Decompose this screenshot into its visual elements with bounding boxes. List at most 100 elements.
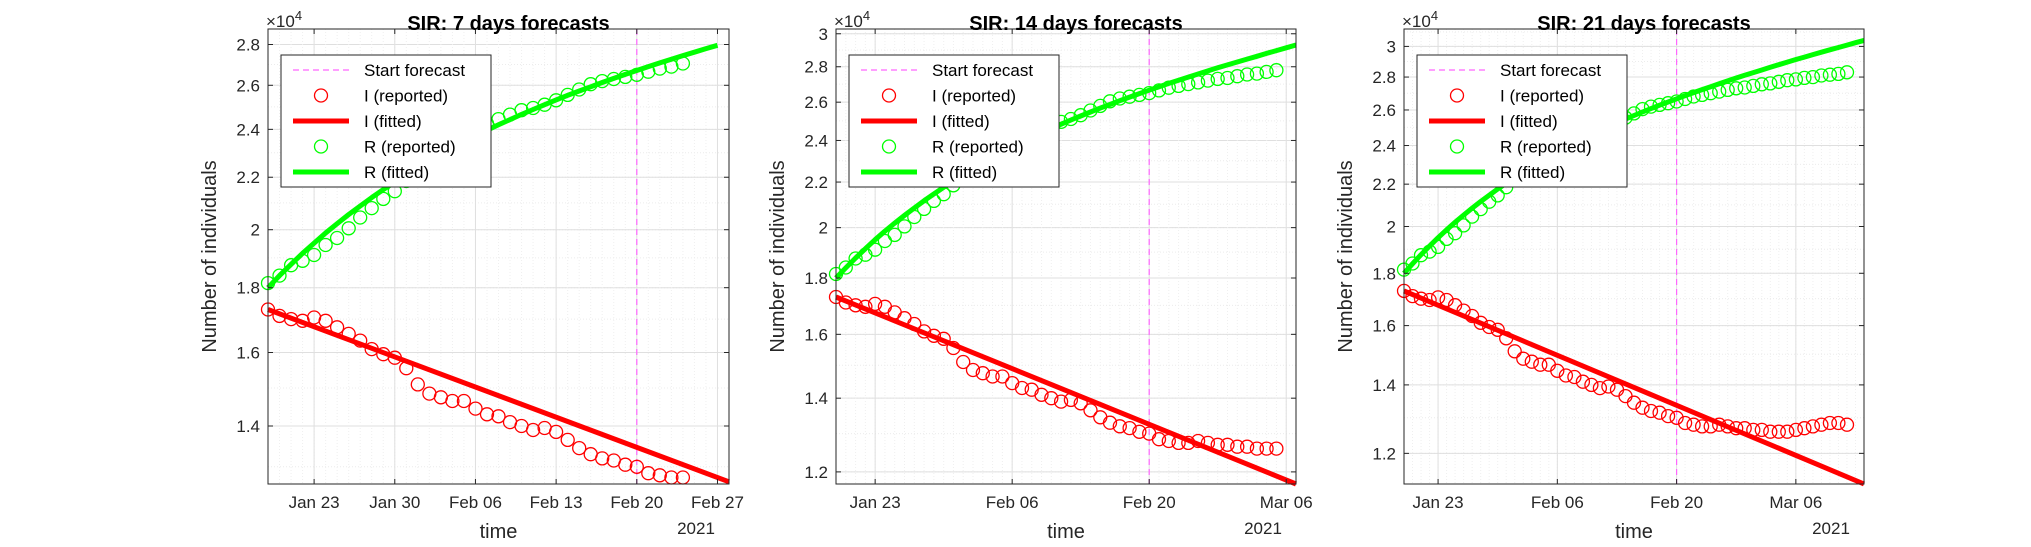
i-reported-point bbox=[965, 362, 981, 378]
legend-label: I (reported) bbox=[364, 87, 448, 106]
i-reported-point bbox=[1034, 387, 1049, 402]
y-tick-label: 1.6 bbox=[1372, 317, 1396, 336]
i-reported-point bbox=[1660, 408, 1676, 424]
legend: Start forecast I (reported) I (fitted) R (r… bbox=[848, 54, 1060, 188]
y-tick-label: 1.4 bbox=[804, 389, 828, 408]
r-reported-point bbox=[1405, 256, 1420, 271]
series-group bbox=[828, 29, 1297, 487]
x-tick-label: Jan 30 bbox=[369, 493, 420, 512]
r-reported-point bbox=[341, 221, 356, 236]
legend-symbol-2 bbox=[1449, 88, 1465, 103]
r-reported-point bbox=[353, 210, 368, 225]
r-reported-point bbox=[1210, 71, 1225, 87]
r-reported-point bbox=[1456, 218, 1471, 233]
i-reported-point bbox=[985, 369, 1000, 384]
r-reported-point bbox=[1746, 78, 1761, 94]
i-reported-point bbox=[491, 409, 506, 424]
y-tick-label: 3 bbox=[1387, 37, 1396, 56]
r-reported-point bbox=[867, 242, 883, 257]
i-reported-point bbox=[1814, 417, 1829, 432]
y-tick-label: 1.2 bbox=[804, 463, 828, 482]
r-reported-point bbox=[1269, 63, 1284, 78]
chart-title: SIR: 14 days forecasts bbox=[969, 13, 1182, 35]
i-reported-point bbox=[1239, 439, 1255, 454]
legend-symbol-4 bbox=[881, 139, 897, 154]
i-reported-point bbox=[975, 366, 990, 381]
r-reported-point bbox=[1729, 81, 1744, 96]
i-reported-point bbox=[956, 354, 971, 370]
i-reported-point bbox=[595, 451, 610, 466]
i-reported-point bbox=[1635, 400, 1650, 415]
y-tick-label: 2.6 bbox=[236, 76, 260, 95]
r-reported-point bbox=[1737, 80, 1752, 95]
i-reported-point bbox=[1044, 391, 1059, 406]
legend-label: Start forecast bbox=[1500, 61, 1601, 80]
i-reported-point bbox=[1507, 344, 1522, 359]
y-tick-label: 1.8 bbox=[1372, 264, 1396, 283]
x-tick-label: Feb 06 bbox=[1531, 493, 1584, 512]
r-reported-point bbox=[848, 251, 863, 266]
x-tick-label: Feb 27 bbox=[691, 493, 744, 512]
r-reported-point bbox=[1230, 69, 1245, 84]
i-reported-point bbox=[456, 393, 472, 409]
axes-box bbox=[1403, 28, 1865, 485]
i-reported-point bbox=[1516, 351, 1531, 366]
i-reported-point bbox=[1132, 424, 1147, 439]
i-reported-point bbox=[1567, 369, 1582, 385]
i-reported-point bbox=[641, 466, 656, 481]
i-reported-point bbox=[1584, 377, 1599, 393]
i-reported-point bbox=[318, 313, 333, 328]
i-reported-point bbox=[1151, 432, 1167, 447]
legend-label: Start forecast bbox=[932, 61, 1033, 80]
y-exponent-label: ×104 bbox=[266, 8, 302, 31]
y-tick-label: 1.8 bbox=[804, 269, 828, 288]
legend-label: R (reported) bbox=[932, 138, 1024, 157]
r-reported-point bbox=[1447, 226, 1463, 241]
i-reported-point bbox=[1754, 422, 1769, 438]
y-tick-label: 3 bbox=[819, 25, 828, 44]
legend-label: Start forecast bbox=[364, 61, 465, 80]
legend: Start forecast I (reported) I (fitted) R (r… bbox=[1416, 54, 1628, 188]
i-reported-point bbox=[1575, 374, 1591, 389]
i-reported-point bbox=[445, 393, 460, 409]
i-reported-point bbox=[1643, 403, 1659, 419]
x-tick-label: Feb 06 bbox=[986, 493, 1039, 512]
i-reported-point bbox=[468, 401, 483, 416]
legend-label: I (fitted) bbox=[364, 112, 422, 131]
i-reported-point bbox=[572, 440, 587, 456]
legend-label: I (fitted) bbox=[1500, 112, 1558, 131]
i-reported-point bbox=[1771, 424, 1786, 439]
r-reported-point bbox=[1788, 72, 1804, 87]
r-reported-point bbox=[1822, 67, 1838, 82]
i-reported-point bbox=[1822, 415, 1838, 431]
r-reported-point bbox=[1814, 68, 1829, 83]
i-fitted-line bbox=[835, 294, 1297, 487]
x-tick-label: Feb 20 bbox=[1123, 493, 1176, 512]
axes-box bbox=[835, 28, 1297, 485]
i-reported-point bbox=[410, 377, 425, 392]
r-reported-point bbox=[364, 200, 379, 216]
y-axis-label: Number of individuals bbox=[1335, 160, 1357, 352]
r-reported-point bbox=[1220, 70, 1235, 86]
y-tick-label: 1.2 bbox=[1372, 444, 1396, 463]
i-reported-point bbox=[1083, 403, 1098, 418]
y-tick-label: 2.4 bbox=[804, 131, 828, 150]
r-reported-point bbox=[1249, 66, 1265, 81]
legend-label: R (reported) bbox=[364, 138, 456, 157]
chart-title: SIR: 21 days forecasts bbox=[1537, 13, 1750, 35]
r-fitted-line bbox=[1402, 37, 1865, 275]
legend-symbol-2 bbox=[881, 88, 897, 103]
r-reported-point bbox=[318, 237, 333, 253]
r-reported-point bbox=[1763, 76, 1778, 91]
i-reported-point bbox=[1230, 439, 1245, 454]
x-year-label: 2021 bbox=[1812, 519, 1850, 538]
r-reported-point bbox=[1200, 73, 1216, 88]
r-reported-point bbox=[306, 247, 322, 263]
i-reported-point bbox=[548, 424, 564, 440]
i-reported-point bbox=[618, 457, 633, 472]
i-reported-point bbox=[1558, 368, 1574, 383]
x-axis-label: time bbox=[480, 521, 518, 543]
i-reported-point bbox=[1102, 415, 1118, 430]
legend-symbol-4 bbox=[1449, 139, 1465, 154]
x-axis-label: time bbox=[1047, 521, 1085, 543]
